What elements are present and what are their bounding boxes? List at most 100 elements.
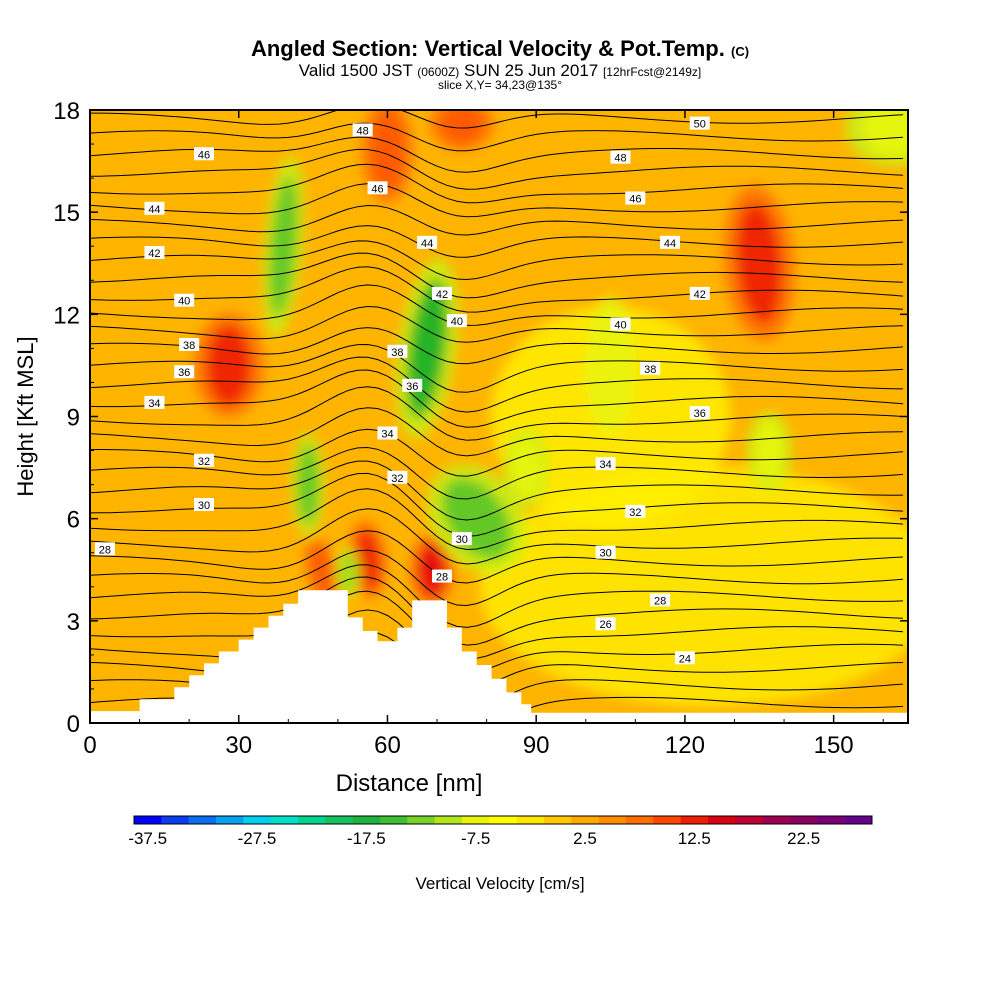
colorbar-swatch [352, 816, 381, 824]
svg-text:34: 34 [599, 459, 611, 471]
contour-label: 32 [387, 470, 408, 485]
colorbar-swatch [516, 816, 545, 824]
contour-label: 28 [94, 542, 115, 556]
contour-label: 34 [595, 457, 616, 471]
svg-text:50: 50 [694, 119, 706, 131]
contour-label: 36 [174, 365, 195, 379]
contour-label: 46 [625, 191, 646, 206]
svg-text:36: 36 [694, 408, 706, 420]
contour-label: 48 [610, 150, 631, 165]
svg-text:36: 36 [178, 367, 190, 379]
colorbar-swatch [680, 816, 709, 824]
isentrope-line [90, 110, 904, 129]
svg-text:38: 38 [183, 340, 195, 352]
colorbar-tick-label: -27.5 [238, 829, 277, 848]
downdraft-core [512, 437, 541, 498]
colorbar-swatch [298, 816, 326, 824]
y-tick-label: 12 [53, 302, 80, 329]
updraft-core [441, 110, 482, 144]
contour-label: 26 [595, 617, 616, 631]
downdraft-core [863, 110, 908, 158]
svg-text:30: 30 [198, 500, 210, 512]
contour-label: 36 [402, 378, 423, 393]
downdraft-core [298, 444, 319, 525]
isentrope-line [90, 446, 904, 500]
isentrope-line [90, 472, 904, 537]
y-axis-label: Height [Kft MSL] [13, 336, 38, 496]
isentrope-line [90, 564, 904, 628]
isentrope-line [90, 549, 904, 607]
colorbar-swatch [626, 816, 654, 824]
colorbar-swatch [708, 816, 736, 824]
isentrope-line [90, 284, 904, 326]
isentrope-line [90, 428, 904, 477]
weak-motion-region [584, 295, 637, 436]
x-tick-label: 150 [814, 732, 854, 759]
svg-text:28: 28 [436, 572, 448, 584]
contour-label: 38 [387, 344, 408, 359]
updraft-core [355, 529, 380, 590]
colorbar-tick-label: -37.5 [128, 829, 167, 848]
contour-label: 32 [194, 453, 215, 468]
svg-text:42: 42 [694, 289, 706, 301]
contour-label: 30 [451, 532, 472, 546]
isentrope-line [90, 305, 904, 343]
contour-label: 38 [179, 337, 200, 352]
x-tick-label: 120 [665, 732, 705, 759]
isentrope-line [90, 183, 904, 218]
svg-text:36: 36 [406, 381, 418, 393]
contour-label: 38 [640, 361, 661, 376]
contour-label: 28 [431, 569, 452, 584]
contour-label: 36 [689, 406, 710, 420]
contour-label: 40 [174, 293, 195, 308]
updraft-core [736, 203, 782, 324]
isentrope-line [90, 369, 904, 428]
colorbar-swatch [161, 816, 190, 824]
colorbar-swatch [380, 816, 408, 824]
y-tick-label: 9 [67, 405, 80, 432]
colorbar-swatch [790, 816, 818, 824]
updraft-core [206, 325, 251, 406]
svg-text:46: 46 [629, 194, 641, 206]
svg-text:38: 38 [391, 347, 403, 359]
svg-text:44: 44 [148, 204, 160, 216]
contour-label: 30 [194, 498, 215, 512]
isentrope-line [90, 508, 904, 565]
contour-label: 50 [689, 116, 710, 131]
svg-text:42: 42 [148, 248, 160, 260]
svg-text:32: 32 [198, 456, 210, 468]
svg-text:24: 24 [679, 653, 691, 665]
svg-text:44: 44 [421, 238, 433, 250]
colorbar-swatch [243, 816, 272, 824]
svg-text:28: 28 [654, 595, 666, 607]
contour-label: 40 [610, 317, 631, 332]
isentrope-line [90, 407, 904, 457]
contour-label: 28 [650, 593, 671, 607]
isentrope-line [90, 488, 904, 551]
isentrope-line [90, 225, 904, 258]
colorbar-swatch [598, 816, 627, 824]
svg-text:40: 40 [614, 320, 626, 332]
downdraft-core [755, 420, 784, 481]
colorbar-swatch [216, 816, 244, 824]
svg-text:48: 48 [357, 125, 369, 137]
colorbar-tick-label: 12.5 [678, 829, 711, 848]
isentrope-line [90, 122, 904, 152]
isentrope-line [90, 343, 904, 393]
colorbar-swatch [325, 816, 354, 824]
isentrope-line [90, 163, 904, 204]
contour-label: 40 [446, 314, 467, 328]
contour-label: 44 [660, 235, 681, 250]
isentrope-line [90, 460, 904, 521]
x-axis-label: Distance [nm] [336, 770, 483, 797]
y-tick-label: 6 [67, 507, 80, 534]
colorbar-swatch [134, 816, 162, 824]
y-tick-label: 0 [67, 711, 80, 738]
colorbar-swatch [407, 816, 436, 824]
colorbar-swatch [817, 816, 846, 824]
colorbar-swatch [571, 816, 600, 824]
contour-label: 44 [417, 235, 438, 250]
svg-text:38: 38 [644, 364, 656, 376]
svg-text:46: 46 [371, 183, 383, 195]
svg-text:44: 44 [664, 238, 676, 250]
